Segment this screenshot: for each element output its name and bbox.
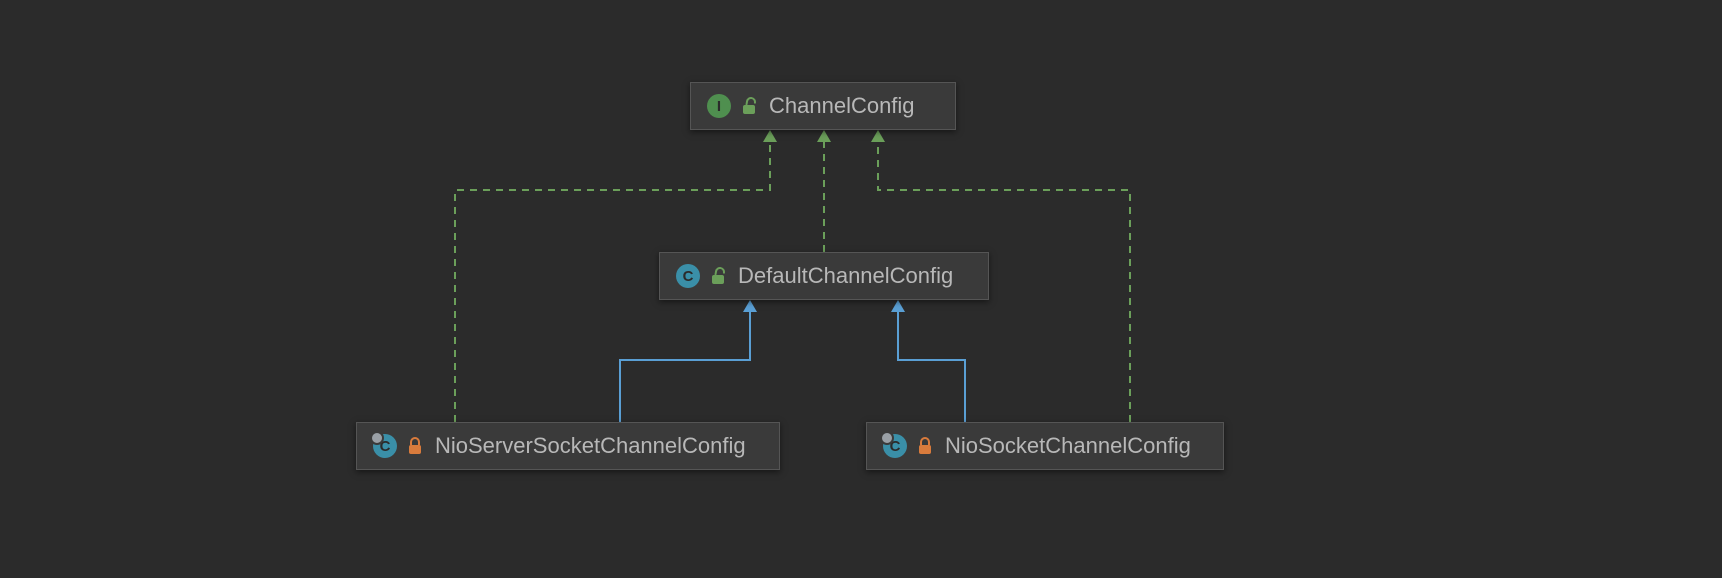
node-label: NioServerSocketChannelConfig: [435, 433, 746, 459]
type-letter: C: [683, 268, 694, 285]
node-label: DefaultChannelConfig: [738, 263, 953, 289]
interface-icon: I: [707, 94, 731, 118]
type-letter: I: [717, 98, 721, 115]
arrowhead-icon: [871, 130, 885, 142]
closed-lock-icon: [407, 437, 423, 455]
class-icon: C: [676, 264, 700, 288]
arrowhead-icon: [817, 130, 831, 142]
final-marker-icon: [370, 431, 384, 445]
arrowhead-icon: [891, 300, 905, 312]
node-NioServerSocketChannelConfig[interactable]: C NioServerSocketChannelConfig: [356, 422, 780, 470]
node-label: NioSocketChannelConfig: [945, 433, 1191, 459]
class-icon: C: [883, 434, 907, 458]
final-marker-icon: [880, 431, 894, 445]
node-NioSocketChannelConfig[interactable]: C NioSocketChannelConfig: [866, 422, 1224, 470]
arrowhead-icon: [743, 300, 757, 312]
arrowhead-icon: [763, 130, 777, 142]
extends-edge: [898, 312, 965, 422]
node-label: ChannelConfig: [769, 93, 915, 119]
extends-edge: [620, 312, 750, 422]
closed-lock-icon: [917, 437, 933, 455]
class-icon: C: [373, 434, 397, 458]
open-lock-icon: [741, 97, 757, 115]
open-lock-icon: [710, 267, 726, 285]
diagram-canvas: I ChannelConfig C DefaultChannelConfig C: [0, 0, 1722, 578]
node-DefaultChannelConfig[interactable]: C DefaultChannelConfig: [659, 252, 989, 300]
node-ChannelConfig[interactable]: I ChannelConfig: [690, 82, 956, 130]
